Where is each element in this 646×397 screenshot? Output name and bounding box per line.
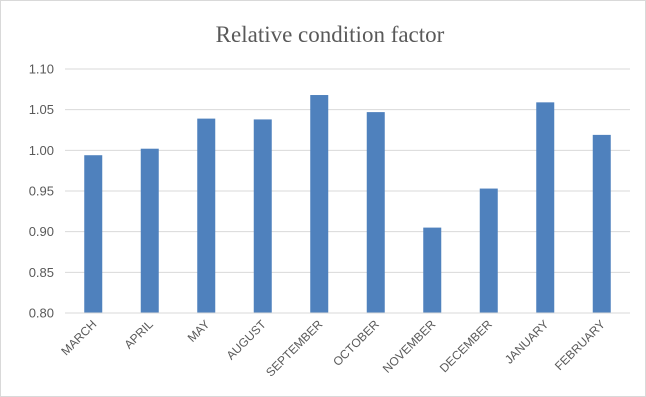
bar-september	[310, 95, 329, 313]
y-tick-label: 0.90	[29, 224, 54, 239]
x-tick-label: MARCH	[58, 317, 99, 358]
y-tick-label: 0.95	[29, 184, 54, 199]
chart-title: Relative condition factor	[216, 22, 445, 47]
bar-october	[366, 112, 385, 314]
x-tick-label: NOVEMBER	[380, 317, 439, 376]
x-tick-label: OCTOBER	[330, 317, 382, 369]
bar-january	[536, 102, 555, 313]
y-tick-label: 1.05	[29, 102, 54, 117]
bar-november	[423, 227, 442, 313]
x-tick-label: APRIL	[121, 317, 156, 352]
y-tick-label: 0.85	[29, 265, 54, 280]
x-tick-label: MAY	[185, 317, 213, 345]
gridlines	[65, 68, 630, 273]
x-tick-label: JANUARY	[502, 317, 551, 366]
y-tick-label: 1.10	[29, 62, 54, 77]
x-tick-label: FEBRUARY	[552, 317, 608, 373]
bar-august	[253, 119, 272, 313]
x-tick-label: SEPTEMBER	[263, 317, 325, 379]
bar-march	[84, 155, 103, 313]
bar-february	[592, 134, 611, 313]
bars	[84, 95, 611, 314]
y-tick-label: 1.00	[29, 143, 54, 158]
bar-april	[140, 148, 159, 313]
x-tick-label: DECEMBER	[437, 317, 495, 375]
y-tick-label: 0.80	[29, 306, 54, 321]
x-tick-label: AUGUST	[224, 317, 270, 363]
bar-december	[479, 188, 498, 313]
bar-may	[197, 118, 216, 313]
y-axis-ticks: 0.80 0.85 0.90 0.95 1.00 1.05 1.10	[29, 62, 54, 321]
